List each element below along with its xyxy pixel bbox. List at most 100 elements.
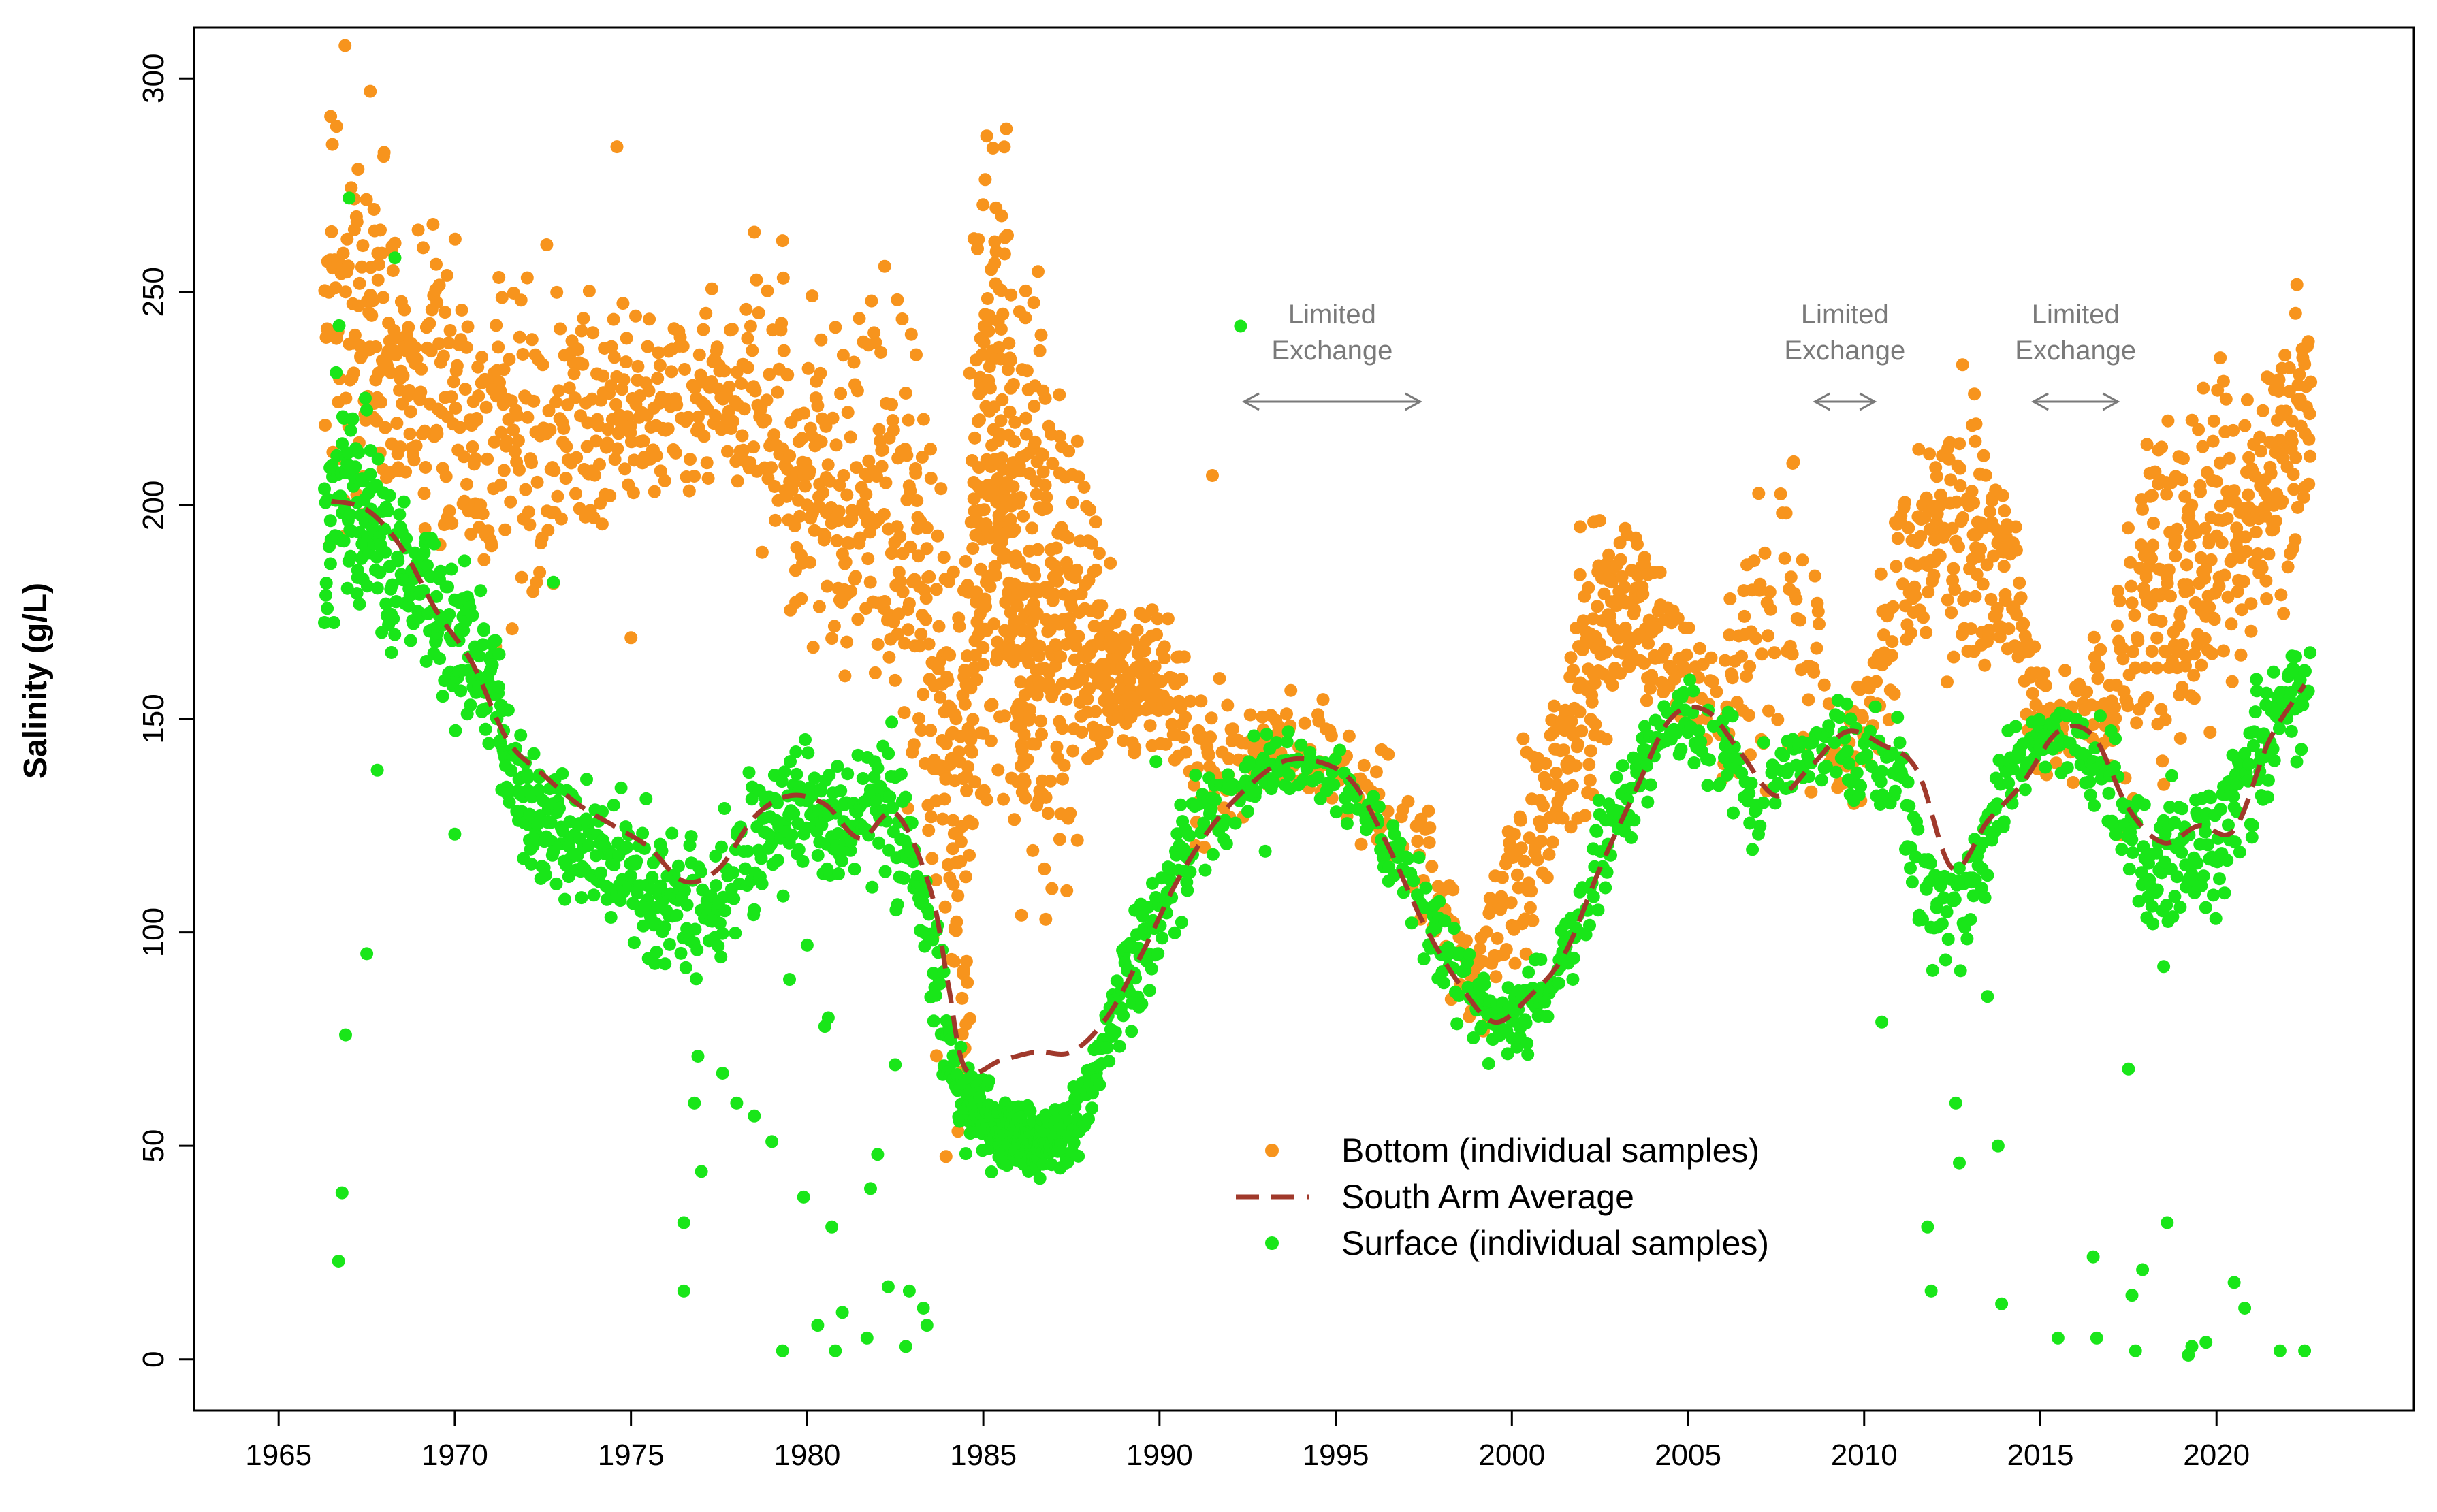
bottom-sample-point bbox=[2205, 647, 2218, 660]
surface-sample-point bbox=[684, 830, 698, 843]
surface-sample-point bbox=[1372, 800, 1386, 814]
bottom-sample-point bbox=[419, 461, 432, 474]
surface-sample-point bbox=[626, 897, 640, 910]
surface-sample-point bbox=[1437, 976, 1450, 990]
surface-sample-point bbox=[2267, 665, 2280, 679]
bottom-sample-point bbox=[1808, 569, 1821, 583]
surface-sample-point bbox=[1990, 797, 2004, 811]
bottom-sample-point bbox=[1038, 391, 1052, 405]
bottom-sample-point bbox=[497, 464, 511, 477]
surface-sample-point bbox=[1206, 848, 1220, 861]
bottom-sample-point bbox=[1018, 775, 1032, 789]
surface-sample-point bbox=[1829, 765, 1843, 779]
surface-sample-point bbox=[504, 764, 517, 777]
bottom-sample-point bbox=[609, 398, 622, 411]
surface-sample-point bbox=[336, 437, 349, 451]
bottom-sample-point bbox=[1565, 779, 1579, 792]
bottom-sample-point bbox=[520, 271, 534, 285]
bottom-sample-point bbox=[1021, 753, 1034, 767]
bottom-sample-point bbox=[775, 317, 789, 330]
bottom-sample-point bbox=[955, 1027, 969, 1041]
bottom-sample-point bbox=[571, 343, 585, 357]
bottom-sample-point bbox=[453, 421, 466, 434]
surface-sample-point bbox=[1093, 1078, 1106, 1091]
surface-sample-point bbox=[2161, 1216, 2174, 1229]
bottom-sample-point bbox=[1922, 585, 1935, 599]
surface-sample-point bbox=[1703, 753, 1716, 767]
bottom-sample-point bbox=[1933, 498, 1947, 512]
surface-sample-point bbox=[1198, 863, 1212, 877]
bottom-sample-point bbox=[2240, 545, 2253, 558]
bottom-sample-point bbox=[924, 443, 937, 456]
bottom-sample-point bbox=[954, 835, 968, 848]
surface-sample-point bbox=[2160, 899, 2173, 912]
surface-sample-point bbox=[344, 423, 357, 437]
bottom-sample-point bbox=[787, 476, 801, 489]
bottom-sample-point bbox=[1194, 694, 1208, 708]
surface-sample-point bbox=[580, 773, 593, 786]
bottom-sample-point bbox=[2249, 526, 2263, 539]
bottom-sample-point bbox=[1645, 669, 1659, 682]
bottom-sample-point bbox=[2260, 592, 2274, 605]
bottom-sample-point bbox=[793, 509, 806, 523]
surface-sample-point bbox=[349, 460, 362, 474]
bottom-sample-point bbox=[697, 430, 711, 443]
bottom-sample-point bbox=[577, 312, 590, 325]
bottom-sample-point bbox=[2274, 588, 2288, 602]
bottom-sample-point bbox=[1028, 435, 1042, 449]
bottom-sample-point bbox=[1983, 505, 1996, 519]
surface-sample-point bbox=[2115, 843, 2129, 856]
bottom-sample-point bbox=[2176, 452, 2190, 466]
bottom-sample-point bbox=[966, 542, 980, 556]
bottom-sample-point bbox=[1944, 473, 1958, 487]
bottom-sample-point bbox=[1143, 719, 1157, 733]
bottom-sample-point bbox=[1952, 540, 1965, 553]
bottom-sample-point bbox=[1023, 645, 1036, 658]
bottom-sample-point bbox=[960, 784, 974, 797]
bottom-sample-point bbox=[1226, 722, 1239, 736]
bottom-sample-point bbox=[339, 285, 352, 299]
surface-sample-point bbox=[2295, 743, 2308, 756]
bottom-sample-point bbox=[479, 400, 493, 414]
bottom-sample-point bbox=[481, 452, 494, 466]
surface-sample-point bbox=[1247, 729, 1261, 743]
bottom-sample-point bbox=[980, 793, 993, 807]
bottom-sample-point bbox=[604, 379, 618, 393]
bottom-sample-point bbox=[1050, 740, 1064, 754]
bottom-sample-point bbox=[811, 399, 825, 413]
bottom-sample-point bbox=[1796, 553, 1809, 567]
bottom-sample-point bbox=[430, 257, 443, 271]
bottom-sample-point bbox=[2121, 699, 2135, 713]
surface-sample-point bbox=[381, 504, 395, 517]
bottom-sample-point bbox=[1599, 733, 1613, 746]
bottom-sample-point bbox=[2129, 661, 2142, 675]
bottom-sample-point bbox=[1898, 496, 1911, 509]
bottom-sample-point bbox=[661, 422, 675, 436]
bottom-sample-point bbox=[832, 504, 846, 518]
surface-sample-point bbox=[2213, 872, 2226, 886]
bottom-sample-point bbox=[1535, 820, 1548, 833]
bottom-sample-point bbox=[488, 435, 501, 449]
bottom-sample-point bbox=[1085, 536, 1098, 550]
bottom-sample-point bbox=[1499, 943, 1513, 956]
surface-sample-point bbox=[614, 781, 628, 794]
surface-sample-point bbox=[521, 771, 535, 784]
surface-sample-point bbox=[985, 1165, 998, 1178]
bottom-sample-point bbox=[658, 474, 671, 487]
bottom-sample-point bbox=[1095, 599, 1109, 613]
bottom-sample-point bbox=[1148, 660, 1162, 673]
bottom-sample-point bbox=[1593, 514, 1606, 528]
bottom-sample-point bbox=[1041, 807, 1055, 820]
bottom-sample-point bbox=[2155, 440, 2169, 454]
surface-sample-point bbox=[1868, 700, 1882, 713]
bottom-sample-point bbox=[1954, 479, 1967, 492]
bottom-sample-point bbox=[803, 556, 816, 569]
bottom-sample-point bbox=[996, 307, 1010, 321]
bottom-sample-point bbox=[475, 351, 489, 364]
bottom-sample-point bbox=[1550, 778, 1563, 792]
bottom-sample-point bbox=[637, 434, 650, 448]
bottom-sample-point bbox=[1031, 543, 1045, 556]
bottom-sample-point bbox=[2014, 591, 2028, 605]
bottom-sample-point bbox=[853, 312, 866, 325]
bottom-sample-point bbox=[836, 349, 850, 362]
